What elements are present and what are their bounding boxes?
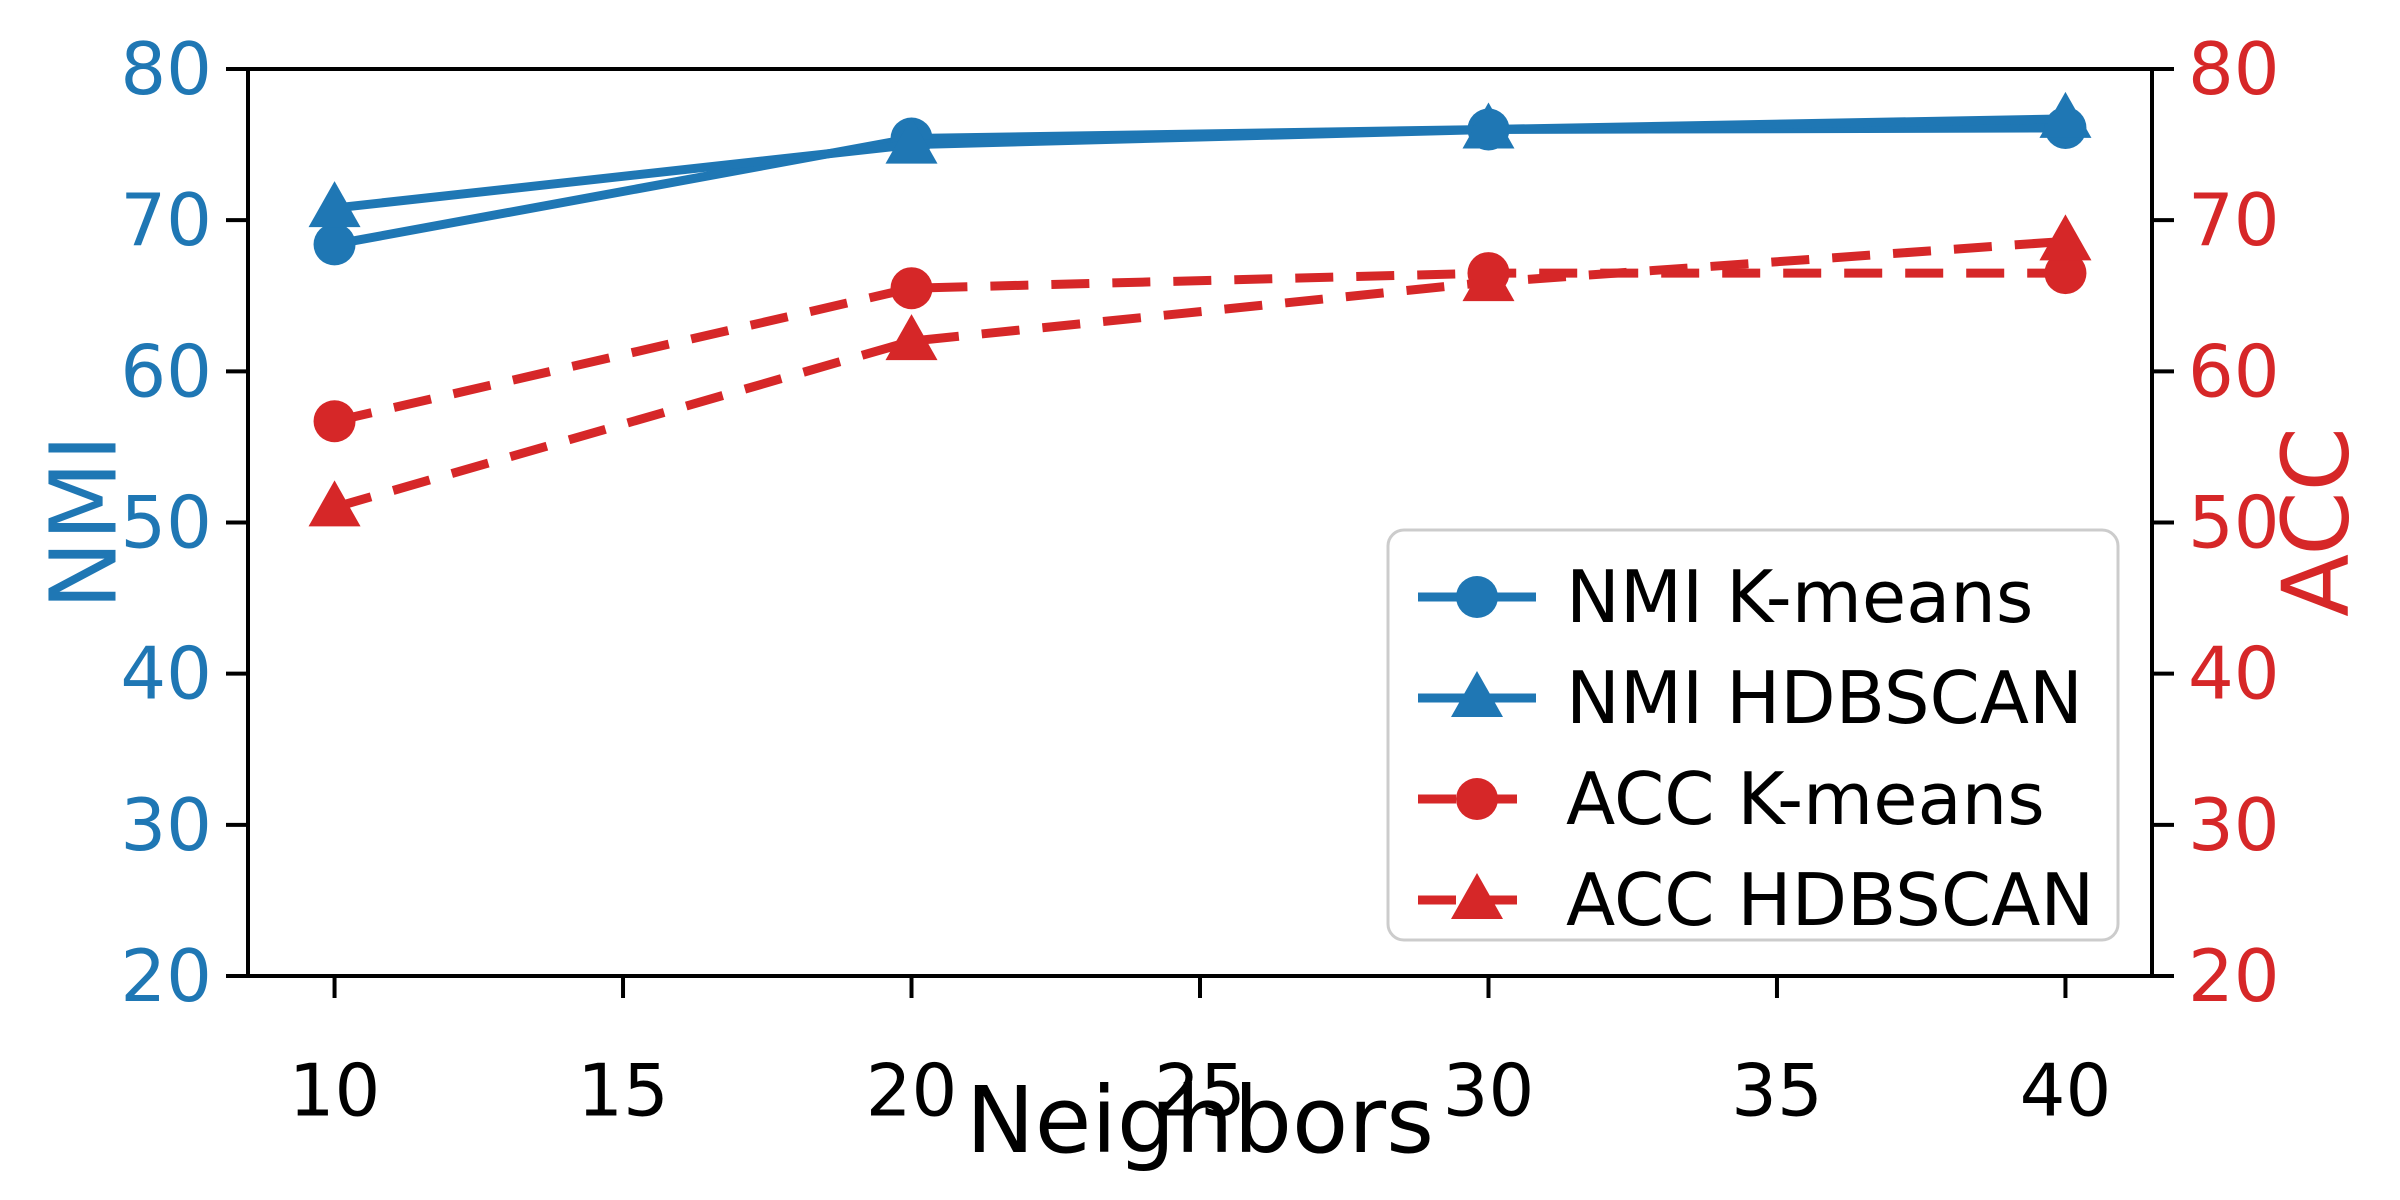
- right-tick-label: 80: [2188, 27, 2280, 111]
- legend-label: ACC HDBSCAN: [1566, 858, 2094, 942]
- legend: NMI K-means NMI HDBSCAN ACC K-means ACC HDB…: [1386, 528, 2120, 942]
- x-tick-label: 15: [577, 1049, 669, 1133]
- series-line: [333, 236, 2066, 512]
- left-tick-label: 40: [120, 632, 212, 716]
- x-tick-label: 35: [1731, 1049, 1823, 1133]
- data-point: [885, 117, 938, 164]
- right-tick-label: 50: [2188, 481, 2280, 565]
- left-axis-ticks: 20 30 40 50 60 70 80: [120, 27, 248, 1018]
- x-tick-label: 30: [1443, 1049, 1535, 1133]
- series-line: [334, 114, 2066, 213]
- data-point: [890, 267, 933, 310]
- left-tick-label: 50: [120, 481, 212, 565]
- right-tick-label: 60: [2188, 329, 2280, 413]
- legend-sample-marker: [1456, 576, 1498, 618]
- right-tick-label: 70: [2188, 178, 2280, 262]
- right-axis-ticks: 20 30 40 50 60 70 80: [2152, 27, 2280, 1018]
- legend-entry-acc-k-means: ACC K-means: [1418, 757, 2045, 841]
- left-axis-title: NMI: [31, 434, 138, 609]
- legend-label: NMI HDBSCAN: [1566, 656, 2083, 740]
- legend-label: ACC K-means: [1566, 757, 2045, 841]
- x-axis-title: Neighbors: [966, 1067, 1434, 1174]
- legend-entry-acc-hdbscan: ACC HDBSCAN: [1418, 858, 2094, 942]
- data-point: [1462, 102, 1515, 149]
- right-tick-label: 40: [2188, 632, 2280, 716]
- plot-border: [246, 67, 2154, 978]
- right-axis-title: ACC: [2263, 427, 2370, 617]
- series-line: [333, 268, 2066, 426]
- left-tick-label: 20: [120, 934, 212, 1018]
- legend-sample-marker: [1451, 671, 1503, 717]
- data-series: [308, 91, 2092, 527]
- series-nmi-hdbscan: [308, 91, 2092, 228]
- data-point: [2044, 252, 2087, 295]
- left-tick-label: 30: [120, 783, 212, 867]
- left-tick-label: 80: [120, 27, 212, 111]
- x-tick-label: 40: [2020, 1049, 2112, 1133]
- legend-entry-nmi-hdbscan: NMI HDBSCAN: [1418, 656, 2083, 740]
- x-tick-label: 25: [1154, 1049, 1246, 1133]
- left-tick-label: 60: [120, 329, 212, 413]
- legend-sample-marker: [1456, 778, 1498, 820]
- legend-entry-nmi-k-means: NMI K-means: [1418, 555, 2033, 639]
- axis-ticks: 10 15 20 25 30 35 40 20 30 40 50 60 70 80 20 30 40 50 60 70…: [120, 27, 2279, 1133]
- data-point: [313, 400, 356, 443]
- data-point: [885, 314, 938, 361]
- right-tick-label: 20: [2188, 934, 2280, 1018]
- x-tick-label: 10: [289, 1049, 381, 1133]
- legend-box: [1386, 528, 2120, 942]
- data-point: [308, 181, 361, 228]
- data-point: [2039, 214, 2092, 261]
- x-tick-label: 20: [866, 1049, 958, 1133]
- series-acc-hdbscan: [308, 214, 2092, 527]
- right-tick-label: 30: [2188, 783, 2280, 867]
- legend-sample-marker: [1451, 873, 1503, 919]
- legend-label: NMI K-means: [1566, 555, 2033, 639]
- x-axis-ticks: 10 15 20 25 30 35 40: [289, 976, 2112, 1133]
- data-point: [2039, 91, 2092, 138]
- data-point: [1462, 255, 1515, 302]
- left-tick-label: 70: [120, 178, 212, 262]
- data-point: [308, 480, 361, 527]
- data-point: [313, 223, 356, 266]
